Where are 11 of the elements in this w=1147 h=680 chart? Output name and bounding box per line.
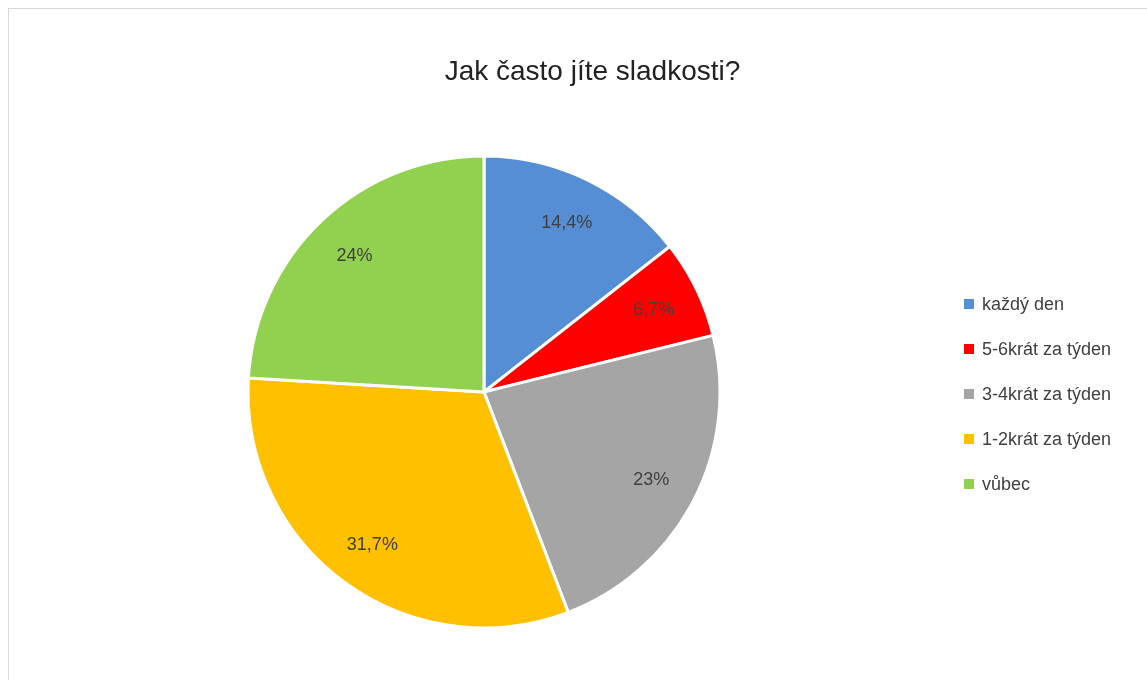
legend-label: 3-4krát za týden	[982, 384, 1112, 404]
chart-title: Jak často jíte sladkosti?	[444, 55, 741, 86]
legend-label: každý den	[982, 294, 1065, 314]
legend-label: 5-6krát za týden	[982, 339, 1112, 359]
data-label: 31,7%	[346, 534, 398, 555]
data-label: 6,7%	[633, 299, 675, 320]
legend-label: vůbec	[982, 474, 1031, 494]
data-label: 14,4%	[541, 212, 593, 233]
data-label: 24%	[336, 244, 373, 265]
data-label: 23%	[633, 469, 670, 490]
legend-label: 1-2krát za týden	[982, 429, 1112, 449]
